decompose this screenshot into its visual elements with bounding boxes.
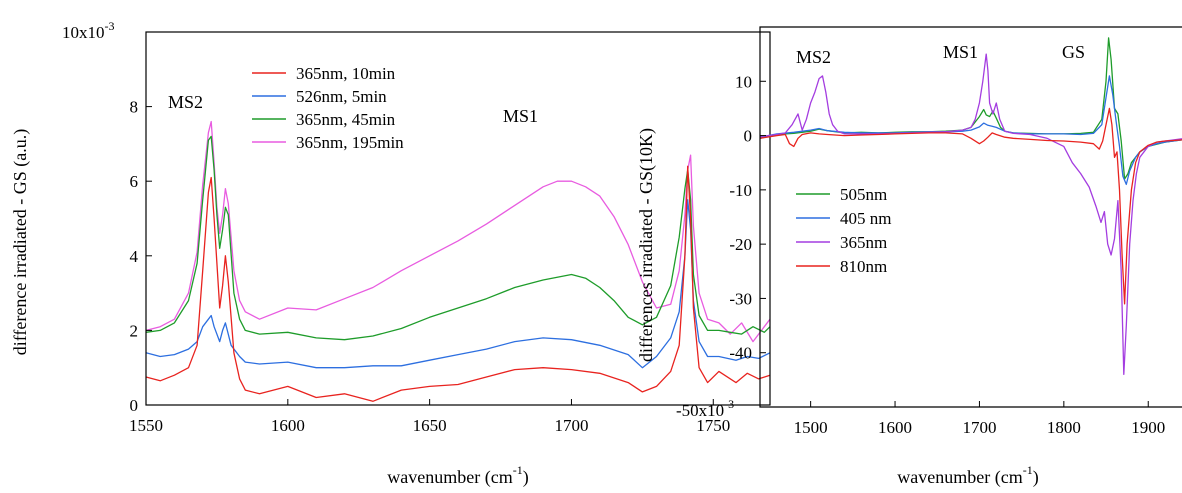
right-y-tick-label-10: 10: [735, 72, 752, 91]
left-annotation-ms1: MS1: [503, 106, 538, 126]
left-x-axis-label: wavenumber (cm-1): [387, 463, 528, 488]
left-x-tick-label-1750: 1750: [696, 416, 730, 435]
right-annotation-gs: GS: [1062, 42, 1085, 62]
chart-right: 1500 1600 1700 1800 1900 10 0 -10 -20 -30 -40 -50x…: [636, 26, 1182, 488]
left-series-line-365nm-45min: [145, 135, 771, 341]
right-x-tick-label-1600: 1600: [878, 418, 912, 437]
right-legend-label-405-nm: 405 nm: [840, 209, 891, 228]
right-y-tick-label-10: -10: [729, 181, 752, 200]
right-x-tick-label-1500: 1500: [794, 418, 828, 437]
right-y-axis-label: differences irradiated - GS(10K): [636, 128, 657, 362]
right-x-axis-label-main: wavenumber (cm: [897, 467, 1022, 488]
left-y-tick-label-0: 0: [130, 396, 139, 415]
right-x-tick-label-1900: 1900: [1131, 418, 1165, 437]
right-y-multiplier-exponent: -3: [724, 397, 734, 411]
right-x-axis-label-exponent: -1: [1023, 463, 1033, 477]
left-y-axis-label: difference irradiated - GS (a.u.): [10, 129, 31, 356]
left-legend: 365nm, 10min 526nm, 5min 365nm, 45min 365nm…: [252, 64, 404, 152]
right-legend-label-365nm: 365nm: [840, 233, 887, 252]
right-ticks-layer: 1500 1600 1700 1800 1900 10 0 -10 -20 -30 -40: [729, 72, 1165, 437]
left-y-tick-label-2: 2: [130, 321, 139, 340]
left-x-tick-label-1700: 1700: [554, 416, 588, 435]
left-ticks-layer: 1550 1600 1650 1700 1750 0 2 4 6 8: [129, 98, 730, 435]
left-legend-label-526nm-5min: 526nm, 5min: [296, 87, 387, 106]
chart-left: 1550 1600 1650 1700 1750 0 2 4 6 8 10x10-3 differ…: [10, 19, 771, 488]
left-x-axis-label-end: ): [523, 467, 529, 488]
left-y-tick-label-6: 6: [130, 172, 139, 191]
left-x-tick-label-1600: 1600: [271, 416, 305, 435]
left-series-line-365nm-10min: [145, 165, 771, 402]
right-y-tick-label-0: 0: [744, 127, 753, 146]
left-y-tick-label-4: 4: [130, 247, 139, 266]
right-y-tick-label-40: -40: [729, 344, 752, 363]
left-annotation-ms2: MS2: [168, 92, 203, 112]
left-legend-label-365nm-195min: 365nm, 195min: [296, 133, 404, 152]
right-y-tick-label-30: -30: [729, 289, 752, 308]
right-legend-label-505nm: 505nm: [840, 185, 887, 204]
left-y-multiplier-exponent: -3: [105, 19, 115, 33]
left-x-axis-label-exponent: -1: [513, 463, 523, 477]
right-y-tick-label-20: -20: [729, 235, 752, 254]
right-x-tick-label-1700: 1700: [962, 418, 996, 437]
right-legend-label-810nm: 810nm: [840, 257, 887, 276]
left-legend-label-365nm-10min: 365nm, 10min: [296, 64, 396, 83]
left-y-tick-label-8: 8: [130, 98, 139, 117]
right-y-multiplier: -50x10-3: [676, 397, 734, 420]
right-x-axis-label: wavenumber (cm-1): [897, 463, 1038, 488]
right-x-tick-label-1800: 1800: [1047, 418, 1081, 437]
left-x-axis-label-main: wavenumber (cm: [387, 467, 512, 488]
right-legend: 505nm 405 nm 365nm 810nm: [796, 185, 891, 276]
right-series-layer: [759, 37, 1182, 376]
left-x-tick-label-1650: 1650: [413, 416, 447, 435]
left-y-multiplier: 10x10-3: [62, 19, 115, 42]
right-series-line-810nm: [759, 107, 1182, 305]
left-series-layer: [145, 120, 771, 402]
right-annotation-ms1: MS1: [943, 42, 978, 62]
right-plot-frame: [759, 26, 1182, 408]
right-series-line-365nm: [759, 53, 1182, 376]
right-annotation-ms2: MS2: [796, 47, 831, 67]
right-x-axis-label-end: ): [1033, 467, 1039, 488]
left-legend-label-365nm-45min: 365nm, 45min: [296, 110, 396, 129]
left-x-tick-label-1550: 1550: [129, 416, 163, 435]
left-plot-frame: [145, 31, 771, 406]
